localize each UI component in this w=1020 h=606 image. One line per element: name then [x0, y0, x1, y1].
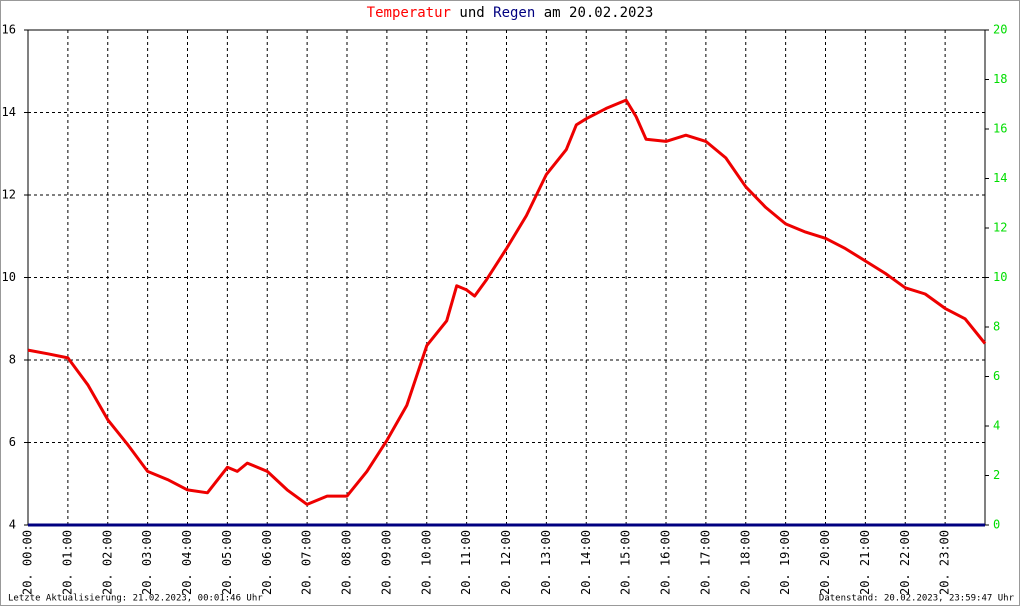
y2-tick-label: 20 — [993, 23, 1007, 37]
x-tick-label: 20. 06:00 — [260, 530, 274, 595]
x-tick-label: 20. 19:00 — [778, 530, 792, 595]
y-tick-label: 14 — [2, 105, 16, 119]
y2-tick-label: 18 — [993, 72, 1007, 86]
y-tick-label: 10 — [2, 270, 16, 284]
x-tick-label: 20. 01:00 — [60, 530, 74, 595]
series-line — [27, 98, 987, 506]
y2-tick-label: 4 — [993, 419, 1000, 433]
x-tick-label: 20. 14:00 — [579, 530, 593, 595]
footer-right: Datenstand: 20.02.2023, 23:59:47 Uhr — [819, 594, 1015, 604]
x-tick-label: 20. 15:00 — [619, 530, 633, 595]
y2-tick-label: 2 — [993, 468, 1000, 482]
y2-tick-label: 6 — [993, 369, 1000, 383]
x-tick-label: 20. 12:00 — [499, 530, 513, 595]
x-tick-label: 20. 20:00 — [818, 530, 832, 595]
x-tick-label: 20. 07:00 — [300, 530, 314, 595]
x-tick-label: 20. 04:00 — [180, 530, 194, 595]
x-tick-label: 20. 21:00 — [858, 530, 872, 595]
chart-title: Temperatur und Regen am 20.02.2023 — [367, 5, 654, 21]
x-tick-label: 20. 00:00 — [21, 530, 35, 595]
y-tick-label: 16 — [2, 23, 16, 37]
title-part: Regen — [493, 5, 535, 21]
y-tick-label: 4 — [9, 518, 16, 532]
y2-tick-label: 14 — [993, 171, 1007, 185]
x-tick-label: 20. 09:00 — [379, 530, 393, 595]
x-tick-label: 20. 23:00 — [938, 530, 952, 595]
x-tick-label: 20. 17:00 — [698, 530, 712, 595]
x-tick-label: 20. 05:00 — [220, 530, 234, 595]
y-tick-label: 12 — [2, 188, 16, 202]
x-tick-label: 20. 22:00 — [898, 530, 912, 595]
y2-tick-label: 16 — [993, 122, 1007, 136]
x-tick-label: 20. 03:00 — [140, 530, 154, 595]
x-tick-label: 20. 13:00 — [539, 530, 553, 595]
title-part: und — [459, 5, 484, 21]
y2-tick-label: 12 — [993, 221, 1007, 235]
title-part: Temperatur — [367, 5, 451, 21]
title-part: am 20.02.2023 — [544, 5, 654, 21]
x-tick-label: 20. 02:00 — [100, 530, 114, 595]
x-tick-label: 20. 18:00 — [738, 530, 752, 595]
x-tick-label: 20. 16:00 — [659, 530, 673, 595]
y2-tick-label: 10 — [993, 270, 1007, 284]
y-tick-label: 6 — [9, 435, 16, 449]
x-tick-label: 20. 08:00 — [340, 530, 354, 595]
y2-tick-label: 0 — [993, 518, 1000, 532]
y2-tick-label: 8 — [993, 320, 1000, 334]
x-tick-label: 20. 11:00 — [459, 530, 473, 595]
y-tick-label: 8 — [9, 353, 16, 367]
x-tick-label: 20. 10:00 — [419, 530, 433, 595]
footer-left: Letzte Aktualisierung: 21.02.2023, 00:01… — [8, 594, 263, 604]
